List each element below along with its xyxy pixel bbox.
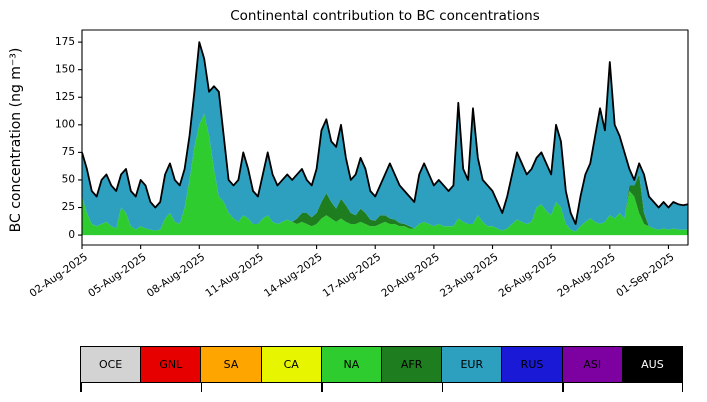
legend-item-afr: AFR bbox=[382, 347, 443, 382]
legend-tick bbox=[80, 383, 82, 392]
legend-label-asi: ASI bbox=[583, 358, 602, 371]
legend-label-eur: EUR bbox=[460, 358, 484, 371]
legend-tick bbox=[562, 383, 564, 392]
legend-item-na: NA bbox=[321, 347, 383, 382]
legend-tick bbox=[441, 383, 444, 392]
legend-label-ca: CA bbox=[283, 358, 299, 371]
legend-tick bbox=[681, 383, 683, 392]
legend-label-oce: OCE bbox=[98, 358, 123, 371]
legend-label-afr: AFR bbox=[400, 358, 423, 371]
legend-label-rus: RUS bbox=[520, 358, 544, 371]
legend-tick bbox=[321, 383, 323, 392]
continent-legend: OCE GNL SA CA NA AFR EUR RUS ASI AUS bbox=[80, 346, 683, 383]
legend-label-sa: SA bbox=[223, 358, 239, 371]
legend-item-asi: ASI bbox=[562, 347, 623, 382]
legend-item-sa: SA bbox=[201, 347, 262, 382]
legend-item-oce: OCE bbox=[81, 347, 142, 382]
bc-stacked-area-plot bbox=[0, 0, 707, 330]
legend-item-ca: CA bbox=[261, 347, 322, 382]
legend-label-na: NA bbox=[343, 358, 360, 371]
legend-label-gnl: GNL bbox=[159, 358, 183, 371]
legend-tick bbox=[200, 383, 203, 392]
legend-label-aus: AUS bbox=[641, 358, 664, 371]
legend-item-gnl: GNL bbox=[141, 347, 202, 382]
legend-item-aus: AUS bbox=[622, 347, 683, 382]
legend-axis-ticks bbox=[80, 383, 683, 395]
legend-item-eur: EUR bbox=[442, 347, 503, 382]
legend-item-rus: RUS bbox=[502, 347, 563, 382]
